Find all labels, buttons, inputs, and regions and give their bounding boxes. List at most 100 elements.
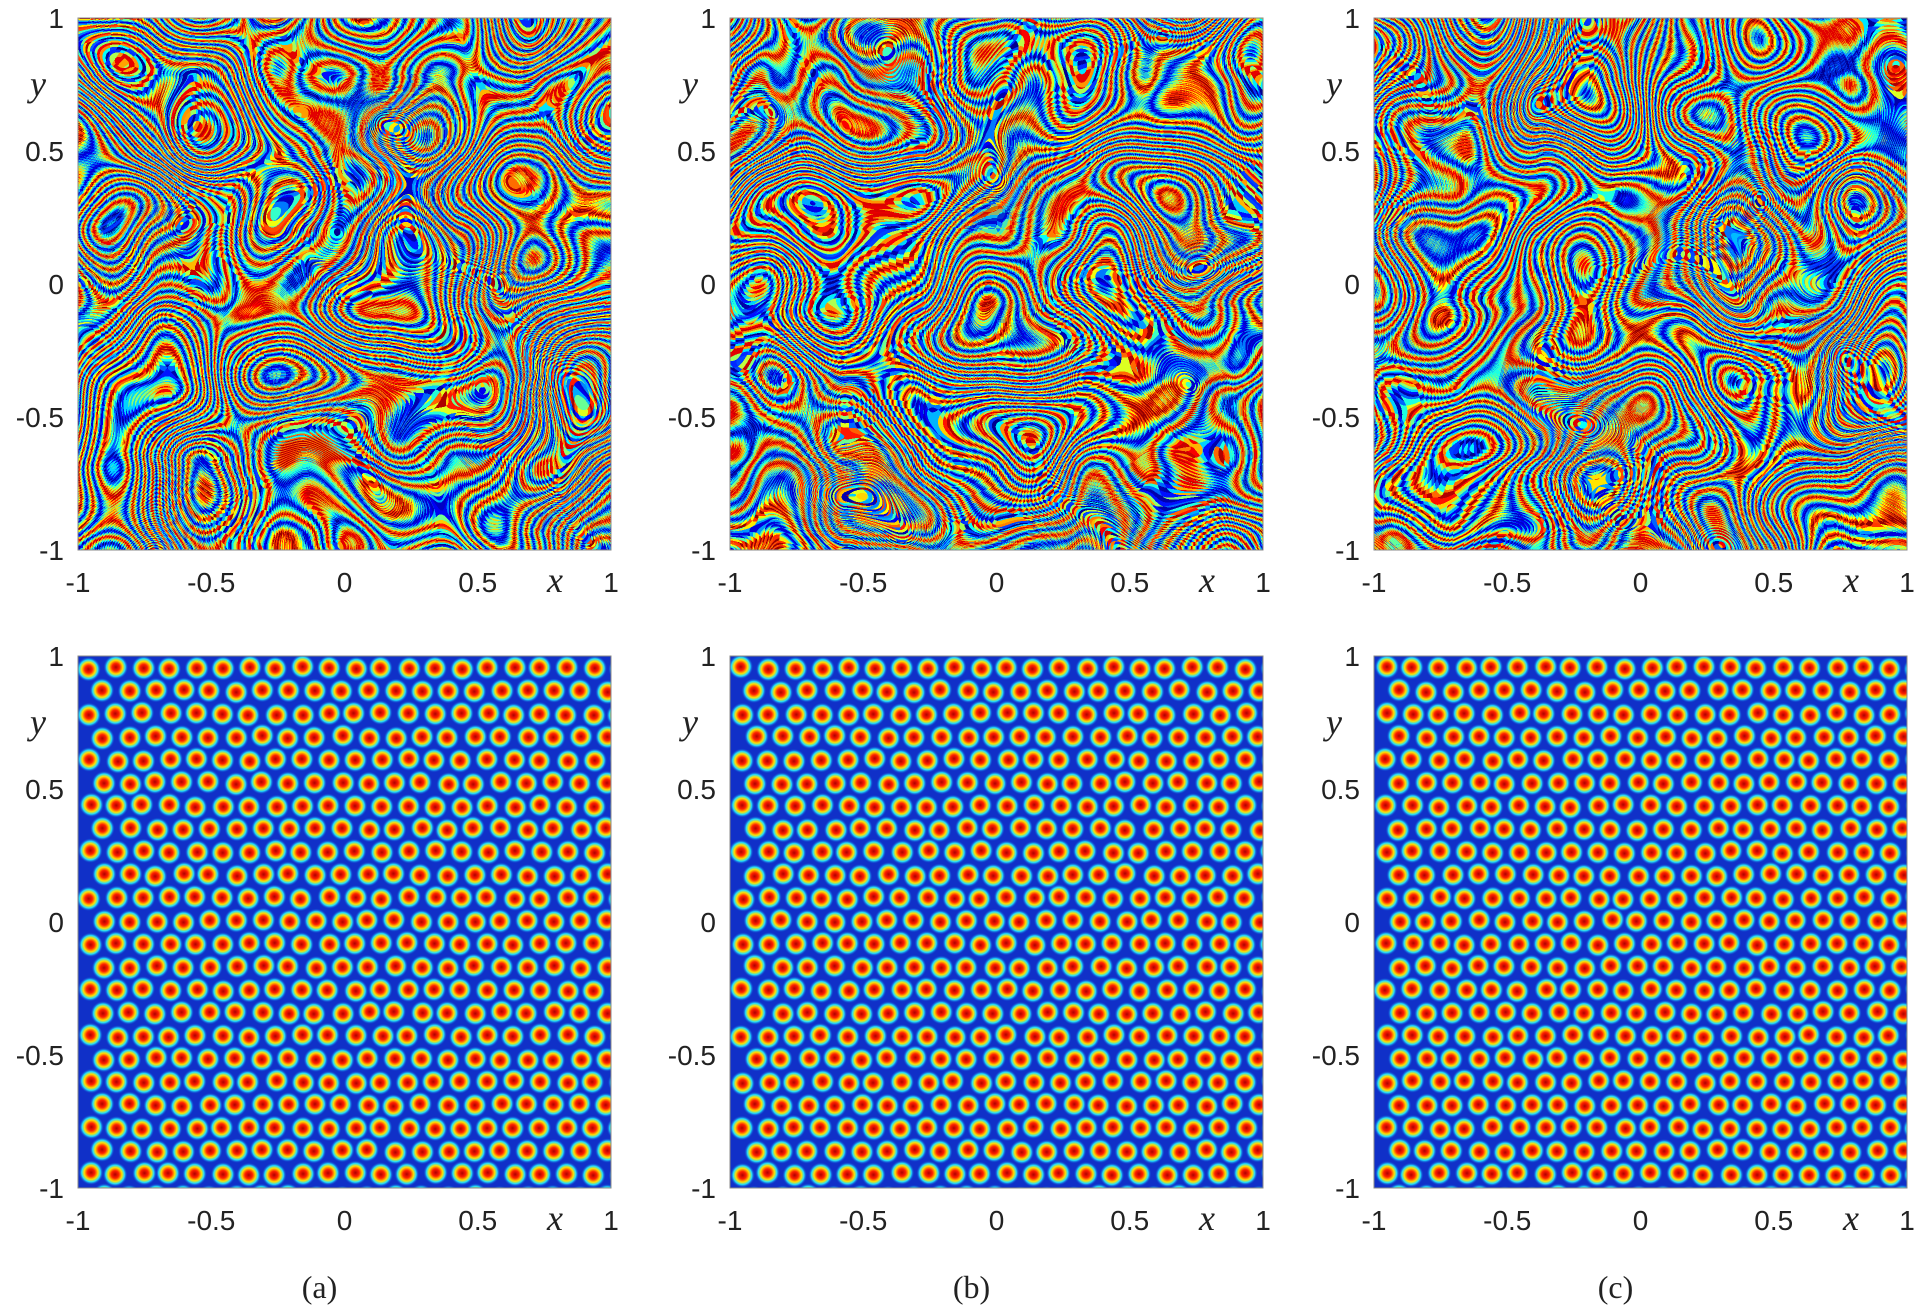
spot — [796, 1093, 822, 1119]
spot — [289, 977, 315, 1003]
x-axis-label: x — [546, 560, 563, 600]
spot — [302, 1091, 328, 1117]
spot — [224, 953, 250, 979]
spot — [210, 1161, 236, 1187]
spot — [1374, 656, 1400, 680]
spot — [1586, 1022, 1612, 1048]
spot — [1559, 1070, 1585, 1096]
spot — [1825, 885, 1851, 911]
spot — [1798, 1069, 1824, 1095]
spot — [1814, 1184, 1833, 1188]
spot — [967, 747, 993, 773]
spot — [874, 907, 900, 933]
spot — [1100, 976, 1126, 1002]
spot — [1812, 1091, 1838, 1117]
spot — [209, 701, 235, 727]
spot — [1167, 1001, 1193, 1027]
spot — [1731, 861, 1757, 887]
spot — [274, 1137, 300, 1163]
spot — [1180, 1162, 1206, 1188]
spot — [1836, 955, 1862, 981]
spot — [782, 793, 808, 819]
spot — [209, 885, 235, 911]
spot — [1470, 1183, 1489, 1188]
spot — [1630, 1184, 1647, 1188]
spot — [262, 1023, 288, 1049]
spot — [275, 677, 301, 703]
spot — [1374, 839, 1400, 865]
spot — [1166, 677, 1192, 703]
spot — [1020, 978, 1046, 1004]
spot — [1624, 953, 1650, 979]
spot — [888, 702, 914, 728]
spot — [235, 702, 261, 728]
spot — [369, 794, 395, 820]
spot — [1665, 1160, 1691, 1186]
spot — [1386, 862, 1412, 888]
spot — [1546, 999, 1572, 1025]
spot — [608, 845, 611, 862]
spot — [1413, 816, 1439, 842]
spot — [1784, 1139, 1810, 1165]
spot — [1784, 769, 1810, 795]
spot — [394, 1023, 420, 1049]
spot — [1730, 816, 1756, 842]
spot — [407, 1091, 433, 1117]
spot — [794, 1138, 820, 1164]
spot — [822, 770, 848, 796]
spot — [197, 907, 223, 933]
spot — [329, 1047, 355, 1073]
spot — [995, 747, 1021, 773]
spot — [1126, 1023, 1152, 1049]
spot — [1598, 953, 1624, 979]
spot — [487, 815, 513, 841]
spot — [1798, 793, 1824, 819]
spot — [1008, 815, 1034, 841]
spot — [382, 1046, 408, 1072]
spot — [1706, 815, 1732, 841]
spot — [1478, 977, 1504, 1003]
spot — [568, 724, 594, 750]
spot — [169, 1045, 195, 1071]
spot — [1876, 794, 1902, 820]
spot — [1623, 908, 1649, 934]
spot — [210, 794, 236, 820]
spot — [1125, 701, 1151, 727]
spot — [1006, 1091, 1032, 1117]
spot — [1451, 1068, 1477, 1094]
spot — [1412, 909, 1438, 935]
spot — [1009, 863, 1035, 889]
spot — [1009, 1139, 1035, 1165]
spot — [1441, 724, 1467, 750]
spot — [263, 838, 289, 864]
y-tick-label: 1 — [48, 3, 64, 34]
spot — [527, 1069, 553, 1095]
spot — [195, 1046, 221, 1072]
spot — [822, 862, 848, 888]
spot — [1770, 886, 1796, 912]
spot — [169, 999, 195, 1025]
spot — [1140, 1000, 1166, 1026]
spot — [1717, 702, 1743, 728]
spot — [1427, 884, 1453, 910]
spot — [327, 1091, 353, 1117]
spot — [807, 1114, 833, 1140]
spot — [836, 702, 862, 728]
spot — [1260, 1027, 1263, 1044]
spot — [1678, 1045, 1704, 1071]
spot — [1838, 815, 1864, 841]
spot — [730, 748, 755, 774]
x-tick-label: 0.5 — [1754, 567, 1793, 598]
spot — [1625, 1046, 1651, 1072]
spot — [1260, 752, 1263, 769]
spot — [1824, 978, 1850, 1004]
spot — [822, 1093, 848, 1119]
spot — [420, 1069, 446, 1095]
spot — [1454, 656, 1480, 681]
spot — [1491, 771, 1517, 797]
spot — [143, 1092, 169, 1118]
spot — [916, 838, 942, 864]
spot — [1890, 1001, 1907, 1027]
spot — [861, 1116, 887, 1142]
